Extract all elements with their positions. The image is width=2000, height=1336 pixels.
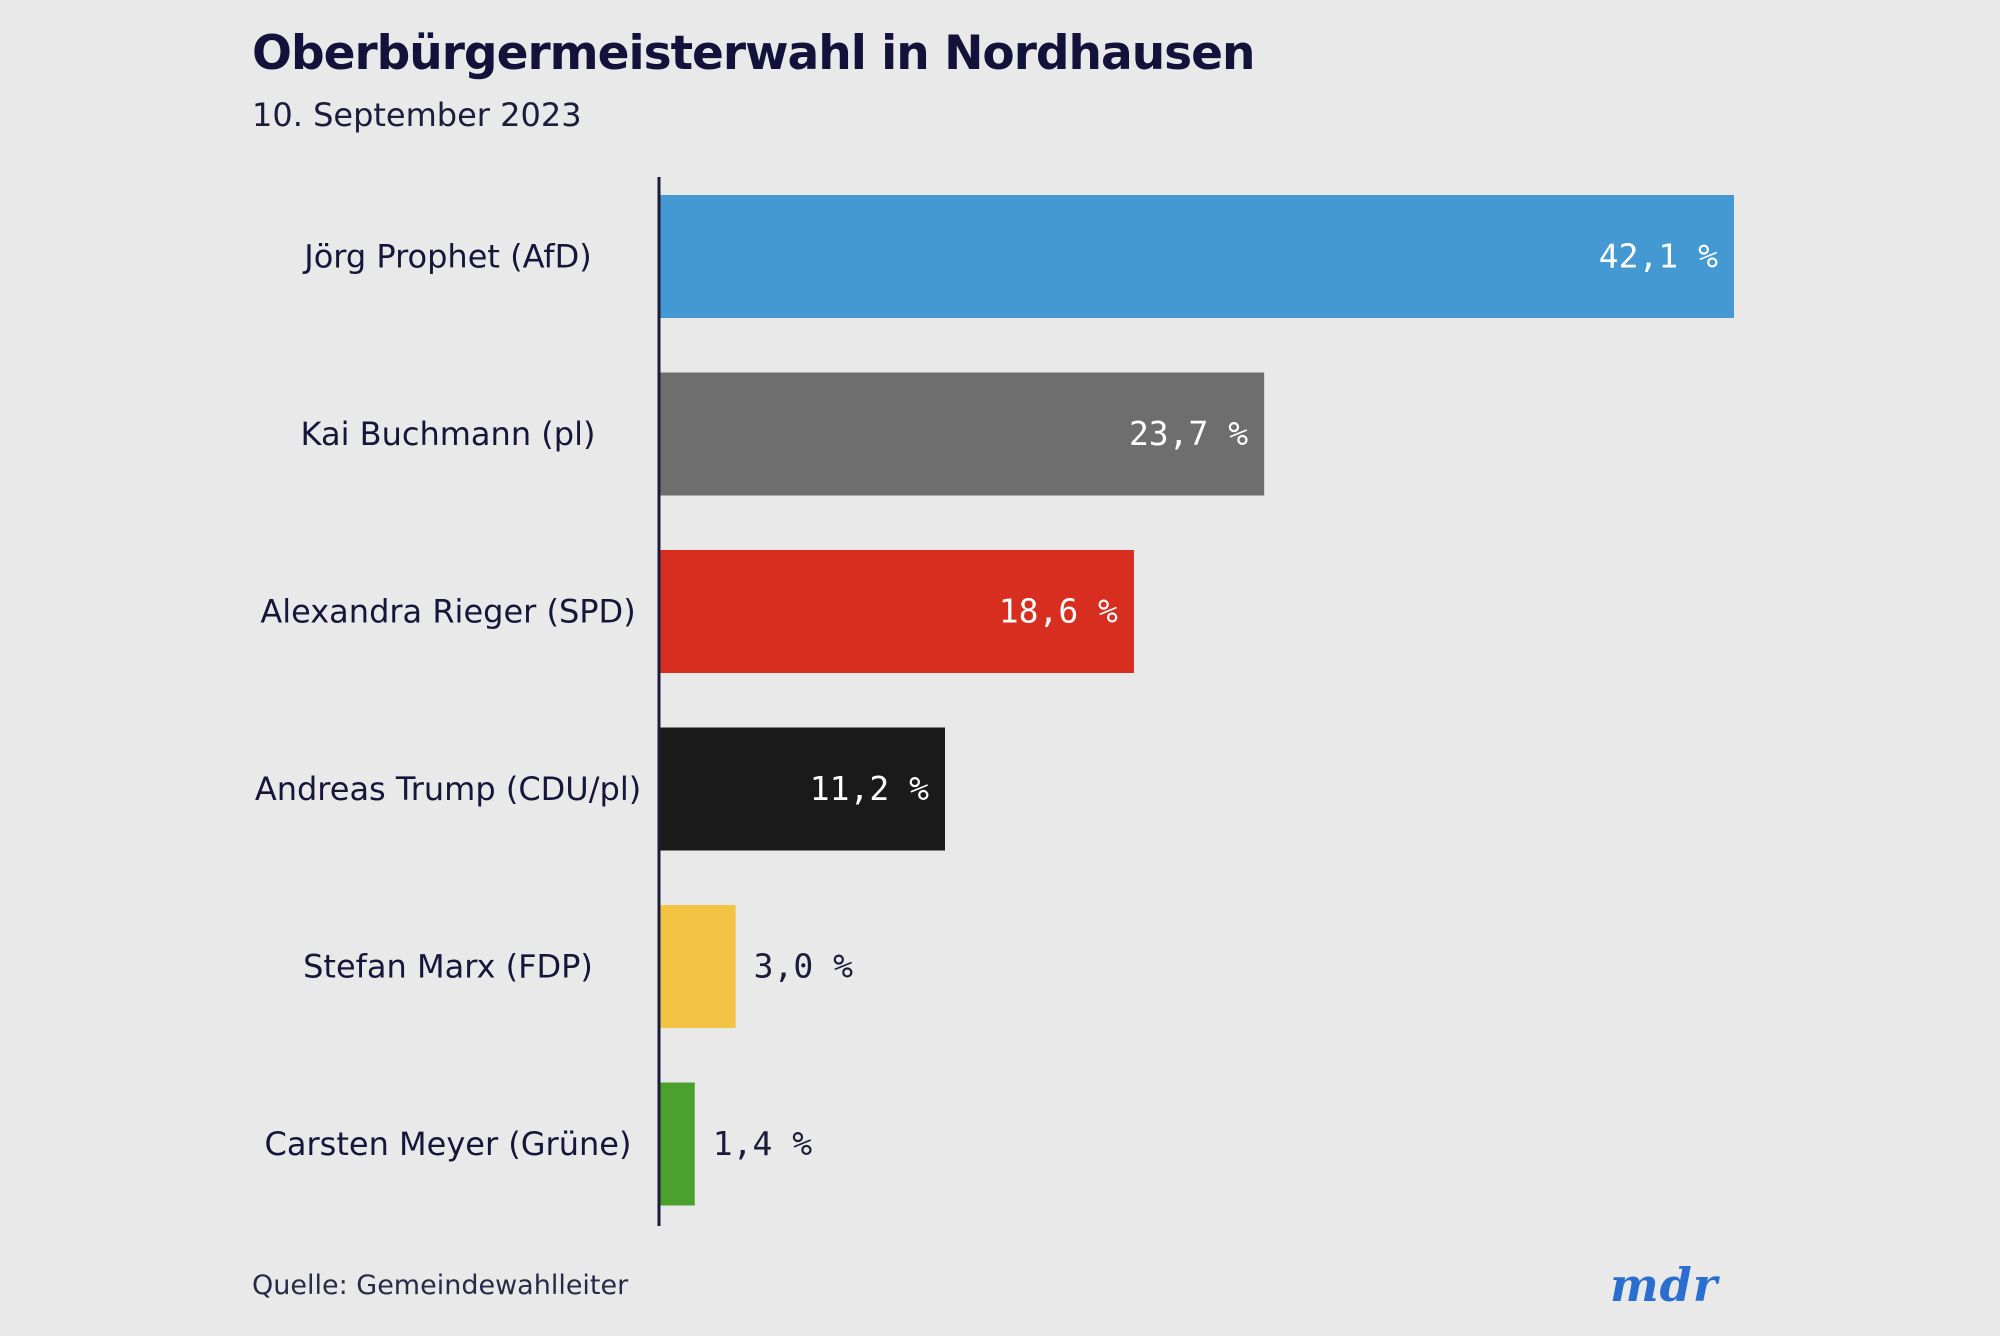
- category-label: Andreas Trump (CDU/pl): [255, 770, 641, 808]
- bar-0: [659, 195, 1734, 318]
- source-note: Quelle: Gemeindewahlleiter: [252, 1270, 629, 1301]
- bar-1: [659, 372, 1265, 496]
- category-label: Jörg Prophet (AfD): [302, 238, 591, 276]
- bar-3: [659, 727, 945, 851]
- value-label: 23,7 %: [1129, 414, 1248, 453]
- bar-4: [659, 905, 736, 1028]
- value-label: 11,2 %: [810, 769, 929, 808]
- category-label: Alexandra Rieger (SPD): [260, 593, 635, 631]
- category-label: Carsten Meyer (Grüne): [265, 1125, 632, 1163]
- value-label: 42,1 %: [1599, 237, 1718, 276]
- chart-title: Oberbürgermeisterwahl in Nordhausen: [252, 26, 1255, 81]
- bar-2: [659, 550, 1134, 673]
- category-label: Kai Buchmann (pl): [301, 415, 596, 453]
- value-label: 3,0 %: [754, 947, 853, 986]
- category-label: Stefan Marx (FDP): [303, 948, 593, 986]
- value-label: 18,6 %: [999, 592, 1118, 631]
- mdr-logo: mdr: [1610, 1258, 1719, 1312]
- value-label: 1,4 %: [713, 1124, 812, 1163]
- bar-5: [659, 1082, 695, 1206]
- chart-subtitle: 10. September 2023: [252, 96, 582, 134]
